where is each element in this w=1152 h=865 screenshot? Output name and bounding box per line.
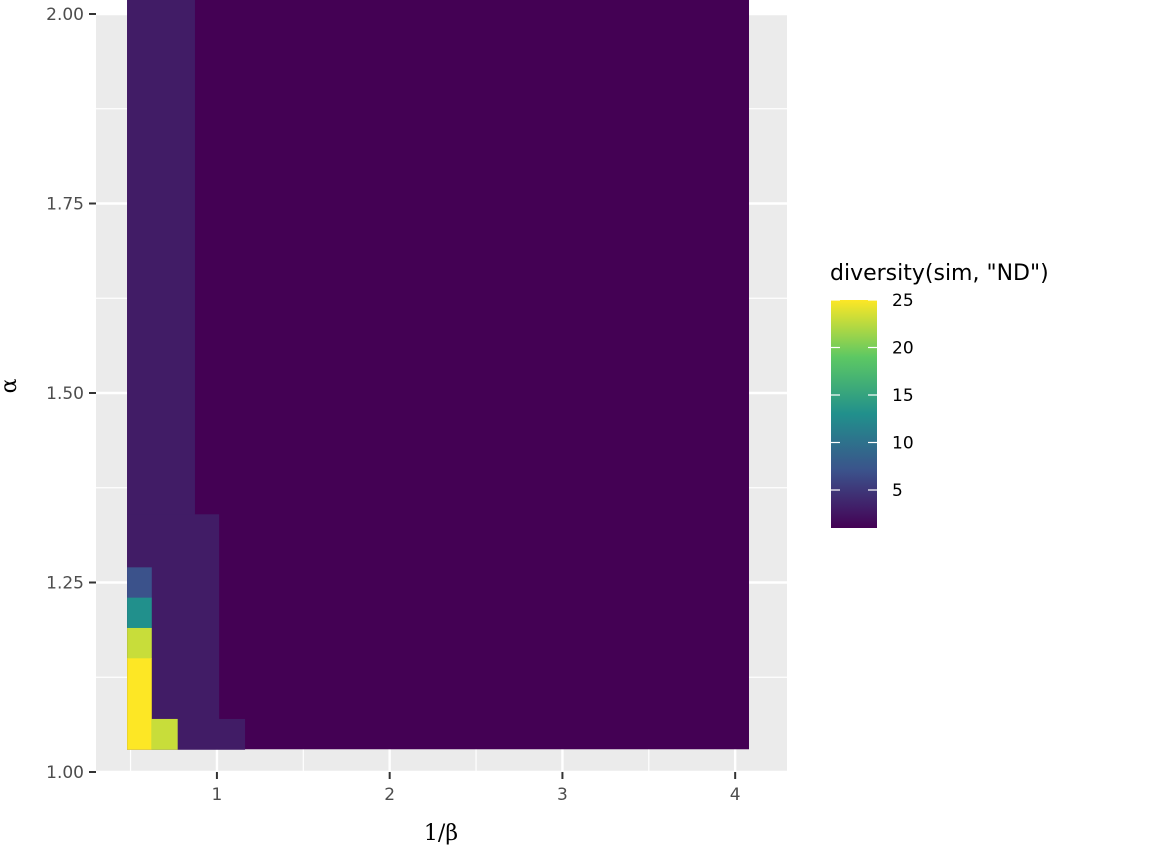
y-tick-label: 1.00 <box>46 763 84 783</box>
heatmap-cells <box>127 0 749 750</box>
y-tick-label: 1.50 <box>46 384 84 404</box>
heatmap-cell <box>127 627 152 659</box>
x-tick-label: 3 <box>557 785 568 805</box>
y-tick-label: 2.00 <box>46 5 84 25</box>
heatmap-cell <box>127 0 195 515</box>
x-tick-label: 2 <box>384 785 395 805</box>
colorbar-tick-label: 15 <box>892 386 914 406</box>
legend-title: diversity(sim, "ND") <box>830 261 1049 286</box>
x-tick-label: 1 <box>212 785 223 805</box>
heatmap-cell <box>151 718 178 750</box>
colorbar-tick-label: 25 <box>892 291 914 311</box>
y-axis: 1.00 1.25 1.50 1.75 2.00 <box>46 5 96 783</box>
x-axis-title: 1/β <box>424 821 458 846</box>
heatmap-cell <box>127 658 152 750</box>
heatmap-cell <box>127 567 152 599</box>
colorbar-tick-label: 20 <box>892 339 914 359</box>
colorbar-ticks: 5 10 15 20 25 <box>831 291 914 501</box>
y-tick-label: 1.75 <box>46 195 84 215</box>
legend: diversity(sim, "ND") 5 10 15 20 25 <box>830 261 1049 528</box>
y-axis-title: α <box>0 378 22 393</box>
heatmap-cell-background <box>127 0 749 750</box>
y-tick-label: 1.25 <box>46 574 84 594</box>
colorbar-tick-label: 5 <box>892 481 903 501</box>
colorbar <box>831 300 877 528</box>
heatmap-cell <box>127 597 152 629</box>
x-axis: 1 2 3 4 <box>212 772 741 805</box>
colorbar-tick-label: 10 <box>892 434 914 454</box>
x-tick-label: 4 <box>730 785 741 805</box>
